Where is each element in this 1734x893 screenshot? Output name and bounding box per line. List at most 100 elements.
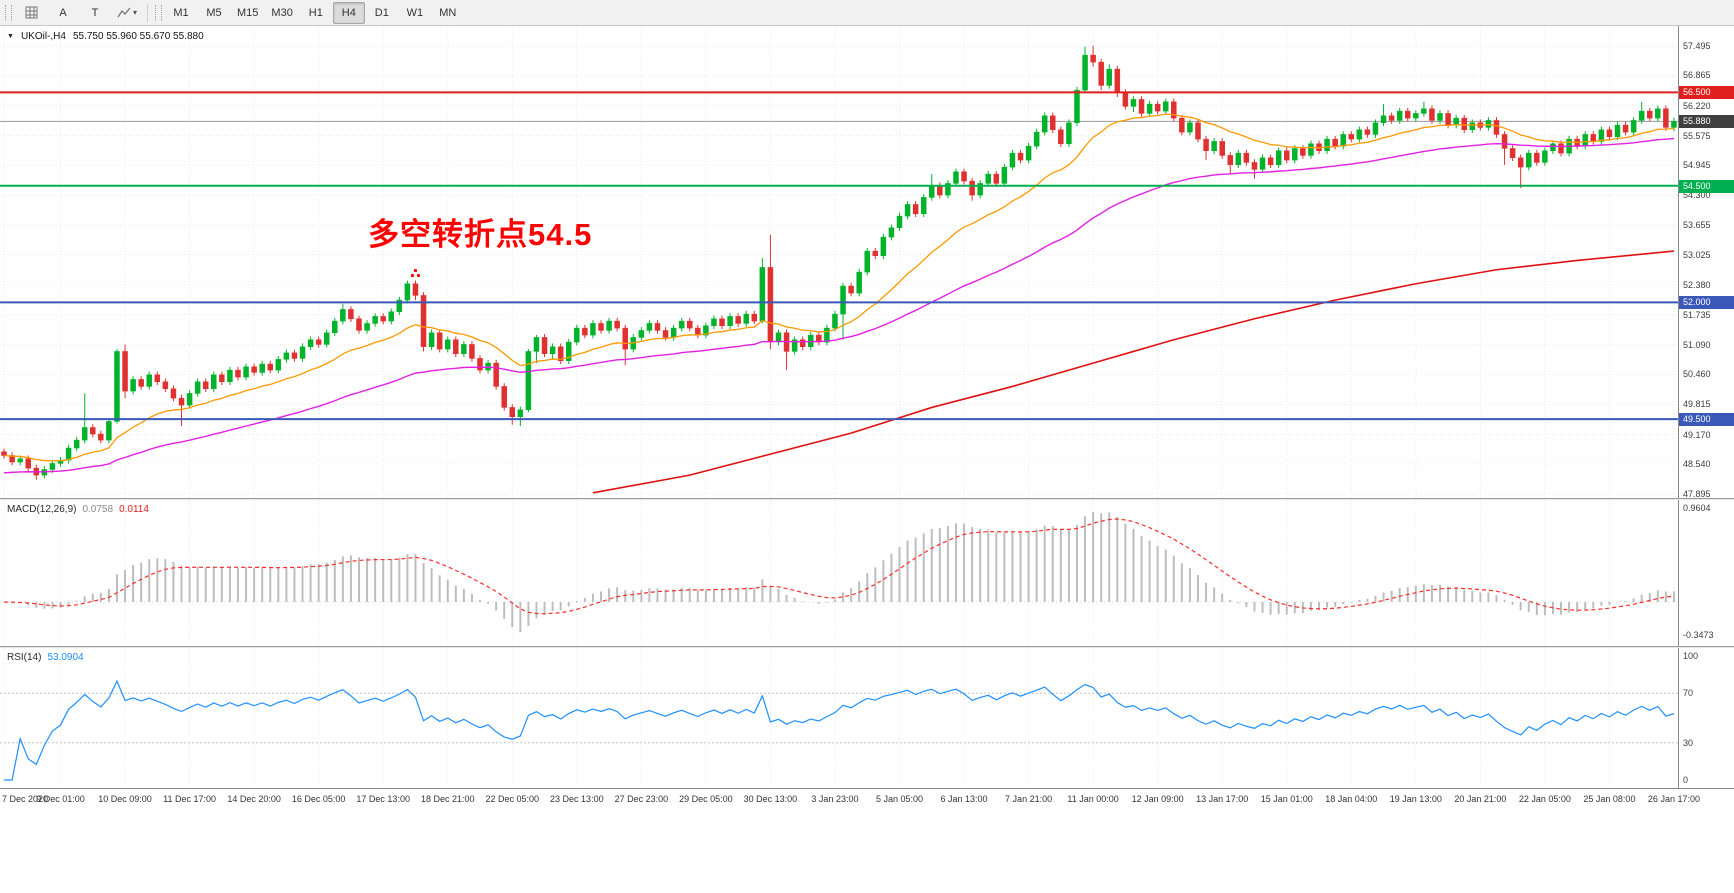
symbol-label: UKOil-,H4 <box>20 31 66 42</box>
timeframe-m5[interactable]: M5 <box>206 6 222 19</box>
level-price-badge[interactable]: 54.500 <box>1679 179 1734 193</box>
vertical-gridlines <box>3 26 1675 498</box>
text-tool-button[interactable]: T <box>79 2 111 24</box>
rsi-value: 53.0904 <box>47 652 84 663</box>
time-label: 23 Dec 13:00 <box>550 794 604 804</box>
macd-main-value: 0.0758 <box>82 504 114 515</box>
rsi-label: RSI(14) 53.0904 <box>7 652 84 663</box>
time-label: 14 Dec 20:00 <box>227 794 281 804</box>
draw-tools-dropdown[interactable]: ▾ <box>111 2 143 24</box>
price-tick: 49.170 <box>1683 429 1711 440</box>
time-label: 6 Jan 13:00 <box>940 794 988 804</box>
time-label: 7 Dec 2020 <box>2 794 49 804</box>
level-price-badge[interactable]: 49.500 <box>1679 413 1734 427</box>
text-annotation-button[interactable]: A <box>47 2 79 24</box>
toolbar-separator <box>147 3 149 22</box>
timeframe-d1[interactable]: D1 <box>374 6 389 19</box>
timeframe-m30[interactable]: M30 <box>271 6 293 19</box>
timeframe-group: M1 M5 M15 M30 H1 H4 D1 W1 MN <box>165 1 464 24</box>
timeframe-m1[interactable]: M1 <box>173 6 189 19</box>
time-label: 10 Dec 09:00 <box>98 794 152 804</box>
time-label: 16 Dec 05:00 <box>291 794 346 804</box>
price-tick: 51.735 <box>1683 309 1711 320</box>
timeframe-mn[interactable]: MN <box>439 6 457 19</box>
price-tick: 54.300 <box>1683 190 1711 201</box>
macd-signal-line <box>4 518 1675 615</box>
peak-marker <box>410 268 421 278</box>
time-label: 26 Jan 17:00 <box>1647 794 1700 804</box>
toolbar-grip[interactable] <box>155 4 163 21</box>
symbol-ohlc-row: ▼ UKOil-,H4 55.750 55.960 55.670 55.880 <box>7 31 204 42</box>
price-tick: 54.945 <box>1683 160 1711 170</box>
timeframe-w1[interactable]: W1 <box>406 6 424 19</box>
chevron-down-icon: ▾ <box>133 8 138 17</box>
rsi-name: RSI(14) <box>7 652 42 663</box>
time-label: 7 Jan 21:00 <box>1005 794 1053 804</box>
time-label: 3 Jan 23:00 <box>811 794 859 804</box>
time-label: 20 Jan 21:00 <box>1454 794 1507 804</box>
price-tick: 48.540 <box>1683 458 1711 469</box>
price-tick: 49.815 <box>1683 399 1711 410</box>
chart-text-annotation: 多空转折点54.5 <box>368 217 593 252</box>
rsi-axis-label: 0 <box>1683 775 1689 785</box>
chart-grid-button[interactable] <box>15 2 47 24</box>
time-label: 17 Dec 13:00 <box>356 794 410 804</box>
macd-histogram <box>11 511 1675 633</box>
time-label: 25 Jan 08:00 <box>1583 794 1636 804</box>
level-price-badge[interactable]: 52.000 <box>1679 296 1734 310</box>
slow-ma-line <box>592 250 1675 494</box>
time-label: 27 Dec 23:00 <box>614 794 669 804</box>
letter-a-label: A <box>59 6 67 19</box>
time-label: 9 Dec 01:00 <box>36 794 85 804</box>
macd-canvas[interactable] <box>0 500 1678 646</box>
timeframe-m15[interactable]: M15 <box>237 6 259 19</box>
rsi-canvas[interactable] <box>0 648 1678 788</box>
price-tick: 56.220 <box>1683 100 1711 111</box>
price-tick: 57.495 <box>1683 41 1711 51</box>
time-label: 11 Dec 17:00 <box>163 794 217 804</box>
price-tick: 50.460 <box>1683 369 1711 380</box>
price-tick: 53.655 <box>1683 220 1711 231</box>
macd-axis[interactable]: 0.9604 -0.3473 <box>1678 500 1734 646</box>
time-label: 15 Jan 01:00 <box>1260 794 1313 804</box>
medium-ma-line <box>4 137 1675 474</box>
time-label: 5 Jan 05:00 <box>875 794 924 804</box>
price-tick: 56.865 <box>1683 70 1711 81</box>
time-label: 19 Jan 13:00 <box>1389 794 1442 804</box>
rsi-axis-label: 30 <box>1683 737 1694 748</box>
panel-separator[interactable] <box>0 646 1734 648</box>
letter-t-label: T <box>91 6 99 19</box>
time-label: 29 Dec 05:00 <box>679 794 733 804</box>
symbol-dropdown-icon[interactable]: ▼ <box>7 33 14 40</box>
grid-icon <box>25 6 38 19</box>
panel-separator[interactable] <box>0 498 1734 500</box>
time-label: 30 Dec 13:00 <box>743 794 798 804</box>
time-label: 22 Dec 05:00 <box>485 794 540 804</box>
price-chart-canvas[interactable] <box>0 26 1678 498</box>
toolbar-grip[interactable] <box>5 4 12 21</box>
price-tick: 51.090 <box>1683 339 1711 350</box>
time-label: 22 Jan 05:00 <box>1518 794 1571 804</box>
time-axis[interactable]: 7 Dec 2020 9 Dec 01:00 10 Dec 09:00 11 Dec … <box>0 788 1734 812</box>
macd-axis-max: 0.9604 <box>1683 503 1711 513</box>
price-chart-panel[interactable] <box>0 26 1678 498</box>
price-tick: 47.895 <box>1683 489 1711 499</box>
macd-panel[interactable] <box>0 500 1678 646</box>
rsi-panel[interactable] <box>0 648 1678 788</box>
fast-ma-line <box>3 113 1675 462</box>
level-lines <box>0 91 1678 421</box>
macd-label: MACD(12,26,9) 0.0758 0.0114 <box>7 504 149 515</box>
timeframe-h1[interactable]: H1 <box>308 6 323 19</box>
timeframe-h4[interactable]: H4 <box>332 1 365 24</box>
rsi-axis[interactable]: 100 70 30 0 <box>1678 648 1734 788</box>
price-axis[interactable]: 57.495 56.865 56.220 55.575 54.945 54.300 53.6… <box>1678 26 1734 499</box>
rsi-axis-label: 70 <box>1683 688 1694 699</box>
bottom-whitespace <box>0 812 1734 893</box>
vertical-gridlines <box>3 648 1675 788</box>
ohlc-values: 55.750 55.960 55.670 55.880 <box>72 31 204 42</box>
toolbar: A T ▾ M1 M5 M15 M30 H1 H4 D1 W1 MN <box>0 0 1734 26</box>
level-price-badge[interactable]: 56.500 <box>1679 86 1734 100</box>
price-tick: 53.025 <box>1683 249 1711 260</box>
time-label: 18 Dec 21:00 <box>420 794 475 804</box>
